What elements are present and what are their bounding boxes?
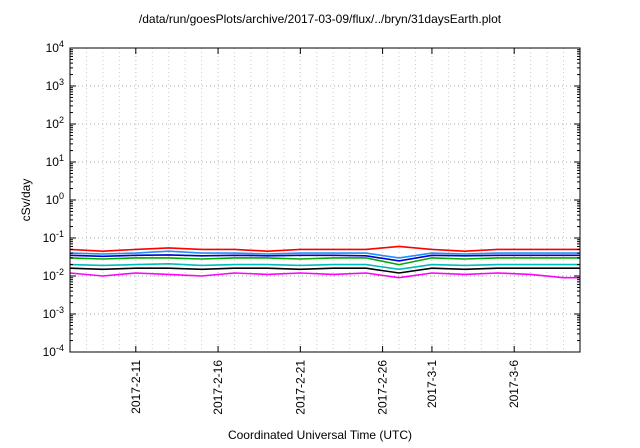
y-tick-label: 10-2	[43, 267, 64, 283]
series-line	[69, 267, 580, 274]
y-tick-label: 100	[46, 191, 64, 207]
y-tick-label: 103	[46, 77, 64, 93]
grid-layer	[70, 48, 580, 352]
x-tick-label: 2017-2-11	[129, 360, 143, 414]
y-axis-label: cSv/day	[19, 179, 33, 222]
series-layer	[69, 245, 580, 279]
series-line	[69, 250, 580, 259]
y-tick-label: 102	[46, 115, 64, 131]
y-tick-label: 10-1	[43, 229, 64, 245]
x-tick-label: 2017-2-16	[211, 360, 225, 415]
y-tick-label: 104	[46, 39, 64, 55]
y-tick-label: 101	[46, 153, 64, 169]
series-line	[69, 245, 580, 253]
x-tick-label: 2017-3-1	[425, 360, 439, 408]
x-tick-label: 2017-3-6	[507, 360, 521, 408]
axis-layer: 10-4 10-3 10-2 10-1 100 101 102 103 104 2017-2-11…	[43, 39, 580, 415]
series-line	[69, 254, 580, 262]
series-line	[69, 272, 580, 279]
x-tick-label: 2017-2-21	[293, 360, 307, 415]
x-axis-label: Coordinated Universal Time (UTC)	[227, 428, 413, 442]
chart-title: /data/run/goesPlots/archive/2017-03-09/f…	[138, 12, 502, 26]
x-tick-label: 2017-2-26	[376, 360, 390, 415]
y-tick-label: 10-4	[43, 343, 64, 359]
y-tick-label: 10-3	[43, 305, 64, 321]
series-line	[69, 257, 580, 266]
series-line	[69, 262, 580, 271]
